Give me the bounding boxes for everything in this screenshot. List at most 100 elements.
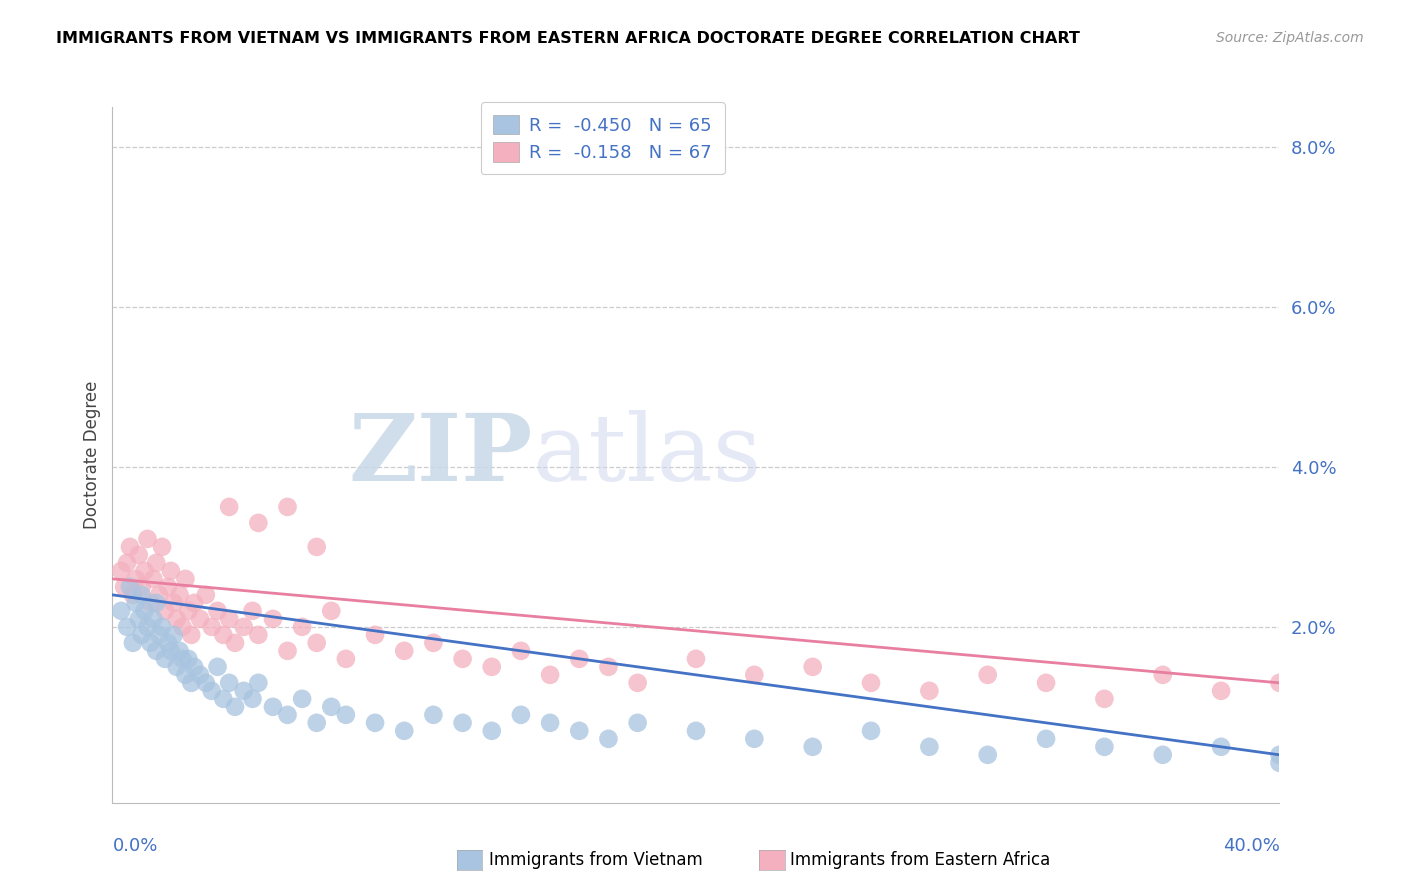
Point [218,612,240,626]
Point [598,660,620,674]
Point [201,683,224,698]
Point [242,691,264,706]
Point [160,644,183,658]
Point [801,660,824,674]
Point [394,723,416,738]
Point [627,676,650,690]
Point [242,604,264,618]
Point [145,644,167,658]
Point [183,596,205,610]
Point [685,723,707,738]
Point [145,556,167,570]
Point [201,620,224,634]
Point [976,668,998,682]
Point [451,715,474,730]
Point [321,699,343,714]
Point [131,628,153,642]
Point [212,691,235,706]
Point [145,596,167,610]
Point [918,739,941,754]
Point [131,580,153,594]
Point [1094,739,1116,754]
Point [976,747,998,762]
Point [166,660,188,674]
Point [122,588,145,602]
Point [481,723,503,738]
Point [276,500,298,514]
Point [538,668,561,682]
Point [153,652,176,666]
Point [125,596,148,610]
Point [134,564,156,578]
Point [305,636,328,650]
Point [247,628,270,642]
Point [194,588,217,602]
Point [150,620,173,634]
Point [305,540,328,554]
Point [115,556,138,570]
Point [122,636,145,650]
Point [139,636,162,650]
Point [742,668,765,682]
Point [188,612,211,626]
Point [142,572,165,586]
Point [128,612,150,626]
Point [232,683,254,698]
Point [598,731,620,746]
Point [321,604,343,618]
Point [262,699,284,714]
Point [1152,668,1174,682]
Point [174,572,197,586]
Text: Immigrants from Vietnam: Immigrants from Vietnam [489,851,703,869]
Point [742,731,765,746]
Point [194,676,217,690]
Point [172,652,194,666]
Point [131,588,153,602]
Point [134,604,156,618]
Point [1209,739,1232,754]
Point [262,612,284,626]
Point [136,532,159,546]
Text: Source: ZipAtlas.com: Source: ZipAtlas.com [1216,31,1364,45]
Point [291,691,314,706]
Point [180,676,202,690]
Point [163,628,186,642]
Point [685,652,707,666]
Point [212,628,235,642]
Point [224,699,246,714]
Y-axis label: Doctorate Degree: Doctorate Degree [83,381,101,529]
Point [156,580,179,594]
Point [918,683,941,698]
Point [538,715,561,730]
Point [860,676,883,690]
Point [224,636,246,650]
Point [364,628,387,642]
Point [509,644,531,658]
Point [509,707,531,722]
Point [142,612,165,626]
Point [276,707,298,722]
Point [177,652,200,666]
Point [627,715,650,730]
Point [115,620,138,634]
Point [160,564,183,578]
Point [156,636,179,650]
Point [394,644,416,658]
Point [177,604,200,618]
Point [150,540,173,554]
Point [801,739,824,754]
Point [169,644,191,658]
Point [335,707,357,722]
Point [364,715,387,730]
Point [172,620,194,634]
Point [1094,691,1116,706]
Point [247,676,270,690]
Point [112,580,135,594]
Point [860,723,883,738]
Point [218,676,240,690]
Point [153,604,176,618]
Text: 40.0%: 40.0% [1223,837,1279,855]
Point [174,668,197,682]
Point [110,604,132,618]
Point [207,604,229,618]
